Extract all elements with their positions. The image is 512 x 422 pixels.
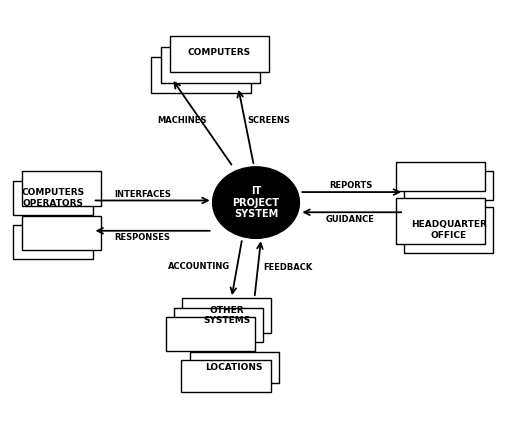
FancyBboxPatch shape <box>181 360 271 392</box>
Text: COMPUTERS
OPERATORS: COMPUTERS OPERATORS <box>22 188 84 208</box>
Text: IT
PROJECT
SYSTEM: IT PROJECT SYSTEM <box>232 186 280 219</box>
Text: GUIDANCE: GUIDANCE <box>326 215 375 224</box>
FancyBboxPatch shape <box>165 317 255 352</box>
FancyBboxPatch shape <box>404 207 494 253</box>
Circle shape <box>212 167 300 238</box>
FancyBboxPatch shape <box>161 47 260 83</box>
Text: INTERFACES: INTERFACES <box>114 189 171 199</box>
Text: COMPUTERS: COMPUTERS <box>188 48 251 57</box>
Text: OTHER
SYSTEMS: OTHER SYSTEMS <box>203 306 250 325</box>
FancyBboxPatch shape <box>152 57 251 93</box>
Text: HEADQUARTER
OFFICE: HEADQUARTER OFFICE <box>411 220 487 240</box>
FancyBboxPatch shape <box>22 171 101 206</box>
FancyBboxPatch shape <box>13 225 93 260</box>
Text: SCREENS: SCREENS <box>247 116 290 125</box>
FancyBboxPatch shape <box>13 181 93 215</box>
FancyBboxPatch shape <box>174 308 263 342</box>
FancyBboxPatch shape <box>396 162 485 191</box>
Text: ACCOUNTING: ACCOUNTING <box>168 262 230 271</box>
FancyBboxPatch shape <box>22 216 101 250</box>
FancyBboxPatch shape <box>189 352 279 384</box>
Text: FEEDBACK: FEEDBACK <box>263 263 312 272</box>
FancyBboxPatch shape <box>404 171 494 200</box>
Text: REPORTS: REPORTS <box>329 181 372 190</box>
Text: MACHINES: MACHINES <box>157 116 207 125</box>
FancyBboxPatch shape <box>396 197 485 244</box>
Text: LOCATIONS: LOCATIONS <box>205 363 263 372</box>
FancyBboxPatch shape <box>169 36 269 72</box>
Text: RESPONSES: RESPONSES <box>115 233 170 242</box>
FancyBboxPatch shape <box>182 298 271 333</box>
